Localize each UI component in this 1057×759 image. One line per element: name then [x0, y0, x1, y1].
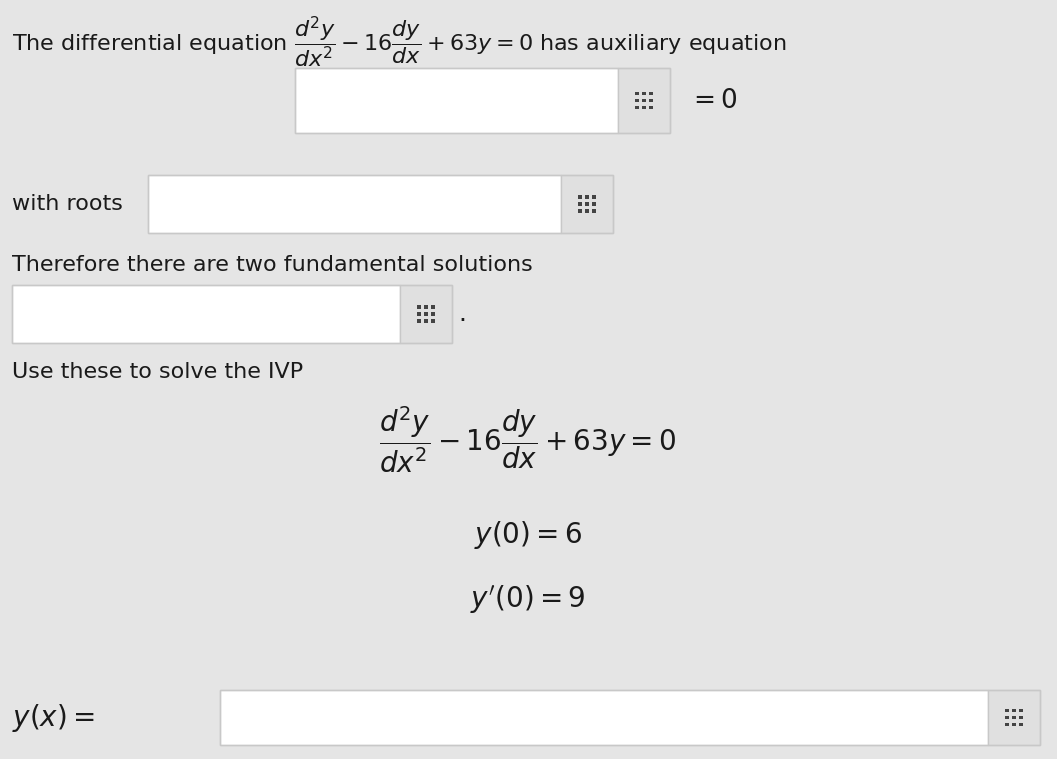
FancyBboxPatch shape [561, 175, 613, 233]
FancyBboxPatch shape [148, 175, 561, 233]
FancyBboxPatch shape [418, 305, 421, 309]
FancyBboxPatch shape [1005, 723, 1008, 726]
FancyBboxPatch shape [1019, 709, 1023, 712]
FancyBboxPatch shape [988, 690, 1040, 745]
FancyBboxPatch shape [592, 202, 596, 206]
FancyBboxPatch shape [295, 68, 618, 133]
FancyBboxPatch shape [1019, 723, 1023, 726]
FancyBboxPatch shape [649, 92, 653, 95]
FancyBboxPatch shape [431, 320, 434, 323]
FancyBboxPatch shape [635, 106, 638, 109]
FancyBboxPatch shape [1013, 723, 1016, 726]
FancyBboxPatch shape [578, 195, 581, 199]
Text: .: . [458, 302, 466, 326]
FancyBboxPatch shape [1013, 709, 1016, 712]
FancyBboxPatch shape [635, 92, 638, 95]
FancyBboxPatch shape [592, 209, 596, 213]
FancyBboxPatch shape [1013, 716, 1016, 720]
FancyBboxPatch shape [220, 690, 988, 745]
Text: Use these to solve the IVP: Use these to solve the IVP [12, 362, 303, 382]
FancyBboxPatch shape [12, 285, 400, 343]
Text: Therefore there are two fundamental solutions: Therefore there are two fundamental solu… [12, 255, 533, 275]
FancyBboxPatch shape [1005, 716, 1008, 720]
FancyBboxPatch shape [618, 68, 670, 133]
FancyBboxPatch shape [586, 202, 589, 206]
Text: $\dfrac{d^2y}{dx^2} - 16\dfrac{dy}{dx} + 63y = 0$: $\dfrac{d^2y}{dx^2} - 16\dfrac{dy}{dx} +… [379, 405, 676, 475]
FancyBboxPatch shape [418, 320, 421, 323]
FancyBboxPatch shape [592, 195, 596, 199]
Text: The differential equation $\dfrac{d^2y}{dx^2} - 16\dfrac{dy}{dx} + 63y = 0$ has : The differential equation $\dfrac{d^2y}{… [12, 14, 786, 70]
FancyBboxPatch shape [578, 202, 581, 206]
FancyBboxPatch shape [431, 305, 434, 309]
FancyBboxPatch shape [418, 312, 421, 316]
FancyBboxPatch shape [424, 312, 428, 316]
FancyBboxPatch shape [643, 92, 646, 95]
Text: $= 0$: $= 0$ [688, 87, 738, 114]
FancyBboxPatch shape [1019, 716, 1023, 720]
FancyBboxPatch shape [578, 209, 581, 213]
FancyBboxPatch shape [643, 99, 646, 102]
Text: $y(0) = 6$: $y(0) = 6$ [474, 519, 582, 551]
FancyBboxPatch shape [400, 285, 452, 343]
FancyBboxPatch shape [424, 320, 428, 323]
FancyBboxPatch shape [649, 106, 653, 109]
FancyBboxPatch shape [586, 195, 589, 199]
FancyBboxPatch shape [431, 312, 434, 316]
FancyBboxPatch shape [1005, 709, 1008, 712]
FancyBboxPatch shape [586, 209, 589, 213]
FancyBboxPatch shape [635, 99, 638, 102]
FancyBboxPatch shape [649, 99, 653, 102]
FancyBboxPatch shape [424, 305, 428, 309]
Text: with roots: with roots [12, 194, 123, 214]
Text: $y'(0) = 9$: $y'(0) = 9$ [470, 584, 586, 616]
Text: $y(x) =$: $y(x) =$ [12, 701, 95, 733]
FancyBboxPatch shape [643, 106, 646, 109]
